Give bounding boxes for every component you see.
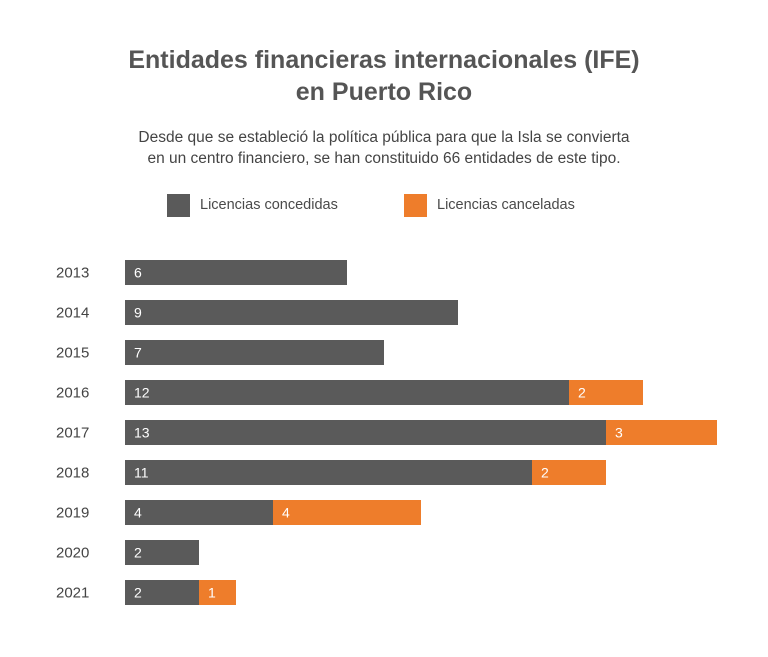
year-label-2016: 2016 [56,385,89,402]
bar-label-granted-2014: 9 [134,305,142,321]
bar-label-cancelled-2018: 2 [541,465,549,481]
bar-label-cancelled-2016: 2 [578,385,586,401]
year-label-2018: 2018 [56,465,89,482]
bar-granted-2017 [125,420,606,445]
bar-granted-2019 [125,500,273,525]
bar-cancelled-2019 [273,500,421,525]
bar-label-granted-2020: 2 [134,545,142,561]
bar-label-granted-2015: 7 [134,345,142,361]
bar-label-granted-2017: 13 [134,425,150,441]
legend-label-granted: Licencias concedidas [200,197,338,213]
bar-label-granted-2018: 11 [134,465,149,481]
bar-label-granted-2016: 12 [134,385,150,401]
legend-label-cancelled: Licencias canceladas [437,197,575,213]
year-label-2021: 2021 [56,585,89,602]
chart-subtitle-line-2: en un centro financiero, se han constitu… [147,150,621,167]
year-label-2019: 2019 [56,505,89,522]
bar-granted-2021 [125,580,199,605]
year-label-2020: 2020 [56,545,89,562]
bar-granted-2020 [125,540,199,565]
bar-granted-2013 [125,260,347,285]
chart-title-line-1: Entidades financieras internacionales (I… [128,46,640,74]
bar-granted-2016 [125,380,569,405]
bar-cancelled-2016 [569,380,643,405]
bar-granted-2018 [125,460,532,485]
bar-label-granted-2021: 2 [134,585,142,601]
legend-swatch-granted [167,193,190,217]
bar-label-cancelled-2017: 3 [615,425,623,441]
legend-item-granted: Licencias concedidas [167,193,338,217]
chart-title: Entidades financieras internacionales (I… [0,44,768,108]
bar-label-cancelled-2019: 4 [282,505,290,521]
legend-swatch-cancelled [404,193,427,217]
bar-granted-2015 [125,340,384,365]
bar-cancelled-2021 [199,580,236,605]
chart-legend: Licencias concedidas Licencias cancelada… [0,193,768,217]
year-label-2015: 2015 [56,345,89,362]
bar-label-granted-2019: 4 [134,505,142,521]
legend-item-cancelled: Licencias canceladas [404,193,575,217]
bar-granted-2014 [125,300,458,325]
chart-subtitle-line-1: Desde que se estableció la política públ… [138,129,630,146]
chart-subtitle: Desde que se estableció la política públ… [0,127,768,169]
year-label-2017: 2017 [56,425,89,442]
year-label-2013: 2013 [56,265,89,282]
bar-cancelled-2017 [606,420,717,445]
year-label-2014: 2014 [56,305,89,322]
bar-cancelled-2018 [532,460,606,485]
bar-label-granted-2013: 6 [134,265,142,281]
bar-label-cancelled-2021: 1 [208,585,216,601]
chart-title-line-2: en Puerto Rico [295,78,473,106]
